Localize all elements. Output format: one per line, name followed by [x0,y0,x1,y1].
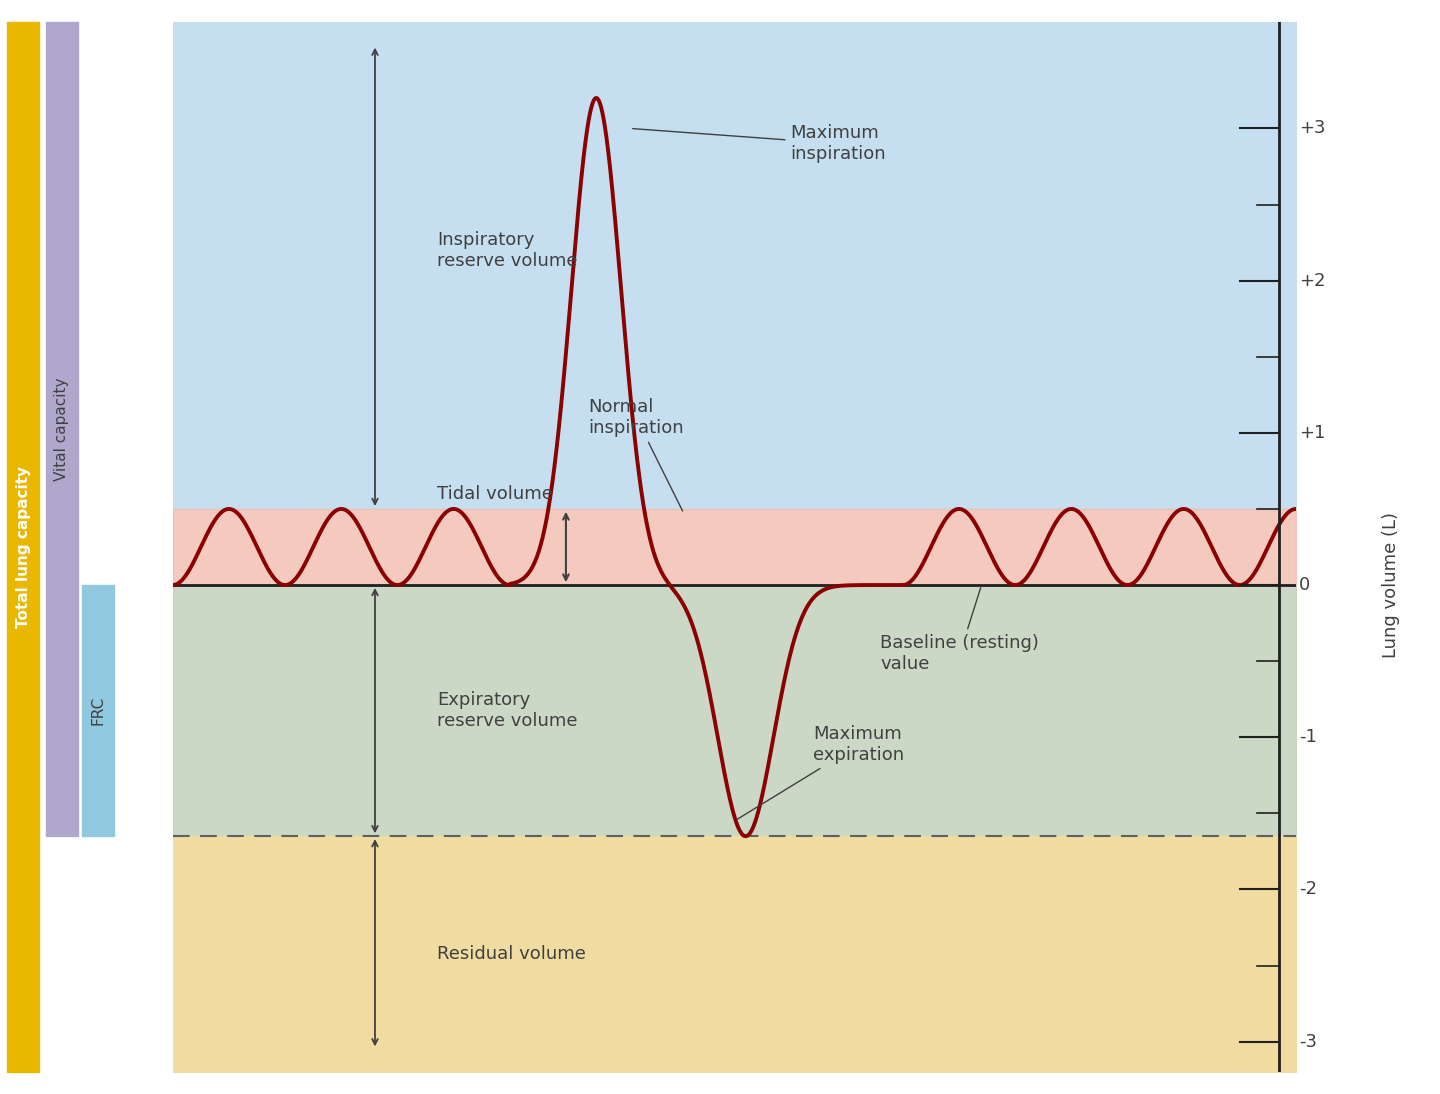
Text: -1: -1 [1299,729,1318,746]
Text: 0: 0 [1299,577,1310,594]
Text: +3: +3 [1299,119,1326,138]
Text: Residual volume: Residual volume [436,945,586,963]
Text: FRC: FRC [91,696,105,725]
Text: +2: +2 [1299,271,1326,290]
Text: -2: -2 [1299,881,1318,898]
Text: +1: +1 [1299,423,1326,442]
Text: Total lung capacity: Total lung capacity [16,466,30,628]
Text: Normal
inspiration: Normal inspiration [589,398,684,511]
Text: Maximum
inspiration: Maximum inspiration [632,125,886,163]
Text: Maximum
expiration: Maximum expiration [737,725,904,819]
Text: Expiratory
reserve volume: Expiratory reserve volume [436,691,577,730]
Text: Tidal volume: Tidal volume [436,485,553,503]
Text: Inspiratory
reserve volume: Inspiratory reserve volume [436,231,577,269]
Text: -3: -3 [1299,1033,1318,1050]
Text: Vital capacity: Vital capacity [55,377,69,480]
Text: Lung volume (L): Lung volume (L) [1382,512,1401,659]
Text: Baseline (resting)
value: Baseline (resting) value [880,587,1040,673]
